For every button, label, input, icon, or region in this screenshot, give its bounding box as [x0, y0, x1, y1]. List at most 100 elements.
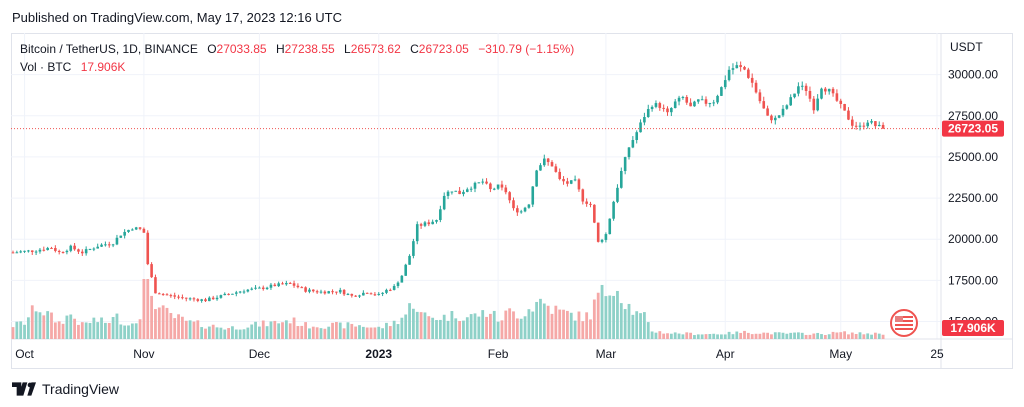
volume-bar	[177, 314, 180, 339]
candle-body	[150, 264, 153, 278]
candle-body	[342, 289, 346, 295]
last-volume-badge	[942, 320, 1004, 336]
volume-bar	[608, 295, 612, 339]
candle-body	[219, 295, 223, 298]
candle-body	[581, 189, 585, 202]
candle-body	[373, 294, 377, 296]
volume-bar	[258, 326, 261, 339]
candle-body	[527, 204, 531, 208]
volume-bar	[150, 295, 153, 339]
volume-bar	[242, 329, 246, 339]
volume-bar	[412, 308, 415, 339]
time-tick-label: May	[829, 347, 852, 361]
candle-body	[458, 190, 461, 195]
volume-bar	[562, 309, 565, 339]
volume-bar	[292, 317, 296, 339]
high-value: 27238.55	[284, 42, 335, 56]
volume-bar	[592, 299, 596, 339]
volume-bar	[300, 325, 304, 339]
candle-body	[843, 104, 846, 111]
volume-bar	[577, 311, 581, 339]
candle-body	[65, 250, 69, 253]
candle-body	[184, 297, 188, 299]
candle-body	[281, 283, 284, 285]
volume-bar	[542, 303, 546, 339]
candle-body	[177, 296, 180, 298]
candle-body	[766, 108, 769, 116]
candle-body	[666, 108, 669, 113]
volume-bar	[96, 322, 100, 339]
candle-body	[408, 255, 411, 265]
volume-bar	[138, 319, 142, 339]
volume-bar	[616, 290, 619, 339]
volume-bar	[308, 328, 311, 339]
volume-bar	[881, 334, 885, 339]
volume-bar	[65, 315, 69, 339]
volume-bar	[793, 332, 796, 339]
candle-body	[446, 191, 450, 196]
volume-bar	[404, 314, 408, 339]
volume-bar	[104, 322, 107, 339]
candle-body	[127, 229, 130, 232]
volume-bar	[700, 334, 704, 339]
candle-body	[235, 292, 238, 294]
volume-bar	[80, 322, 84, 339]
volume-bar	[327, 326, 331, 339]
time-tick-label: 25	[930, 347, 944, 361]
volume-bar	[712, 333, 716, 339]
volume-bar	[134, 323, 138, 339]
candle-body	[392, 286, 396, 290]
volume-bar	[762, 332, 766, 339]
candle-body	[15, 252, 19, 254]
volume-bar	[100, 317, 103, 339]
close-label: C	[410, 42, 419, 56]
candle-body	[685, 96, 689, 103]
volume-bar	[331, 322, 334, 339]
volume-bar	[558, 309, 562, 339]
candle-body	[96, 246, 99, 249]
candle-body	[115, 237, 119, 245]
volume-bar	[874, 332, 877, 339]
volume-bar	[500, 320, 504, 339]
candle-body	[620, 170, 623, 188]
volume-bar	[854, 334, 858, 339]
volume-bar	[69, 314, 73, 339]
volume-bar	[181, 316, 184, 339]
candle-body	[277, 283, 280, 287]
volume-bar	[770, 334, 773, 339]
candle-body	[496, 184, 500, 189]
candle-body	[88, 248, 92, 250]
volume-bar	[596, 292, 600, 339]
candle-body	[662, 107, 665, 109]
candle-body	[265, 287, 269, 290]
volume-bar	[438, 319, 442, 339]
candle-body	[808, 90, 812, 99]
candle-body	[543, 158, 546, 166]
volume-bar	[600, 284, 604, 339]
candle-body	[161, 294, 165, 296]
volume-bar	[142, 279, 146, 339]
candle-body	[793, 93, 796, 98]
volume-bar	[192, 321, 196, 339]
volume-bar	[234, 329, 238, 339]
footer-brand[interactable]: TradingView	[12, 381, 119, 397]
low-label: L	[344, 42, 351, 56]
volume-bar	[377, 326, 381, 339]
volume-bar	[161, 305, 165, 339]
volume-bar	[823, 335, 827, 339]
open-value: 27033.85	[216, 42, 267, 56]
candle-body	[231, 293, 234, 295]
candle-body	[851, 119, 854, 126]
candle-body	[673, 101, 677, 109]
volume-bar	[385, 322, 388, 339]
candle-body	[797, 86, 800, 94]
candle-body	[100, 244, 103, 247]
volume-bar	[53, 322, 57, 339]
volume-bar	[515, 318, 519, 339]
volume-bar	[254, 321, 257, 339]
time-tick-label: 2023	[365, 347, 392, 361]
candle-body	[362, 292, 365, 296]
volume-bar	[23, 324, 26, 339]
volume-bar	[184, 320, 188, 339]
candlestick-chart[interactable]: 30000.00 27500.00 25000.00 22500.00 20000.00…	[11, 33, 1013, 369]
